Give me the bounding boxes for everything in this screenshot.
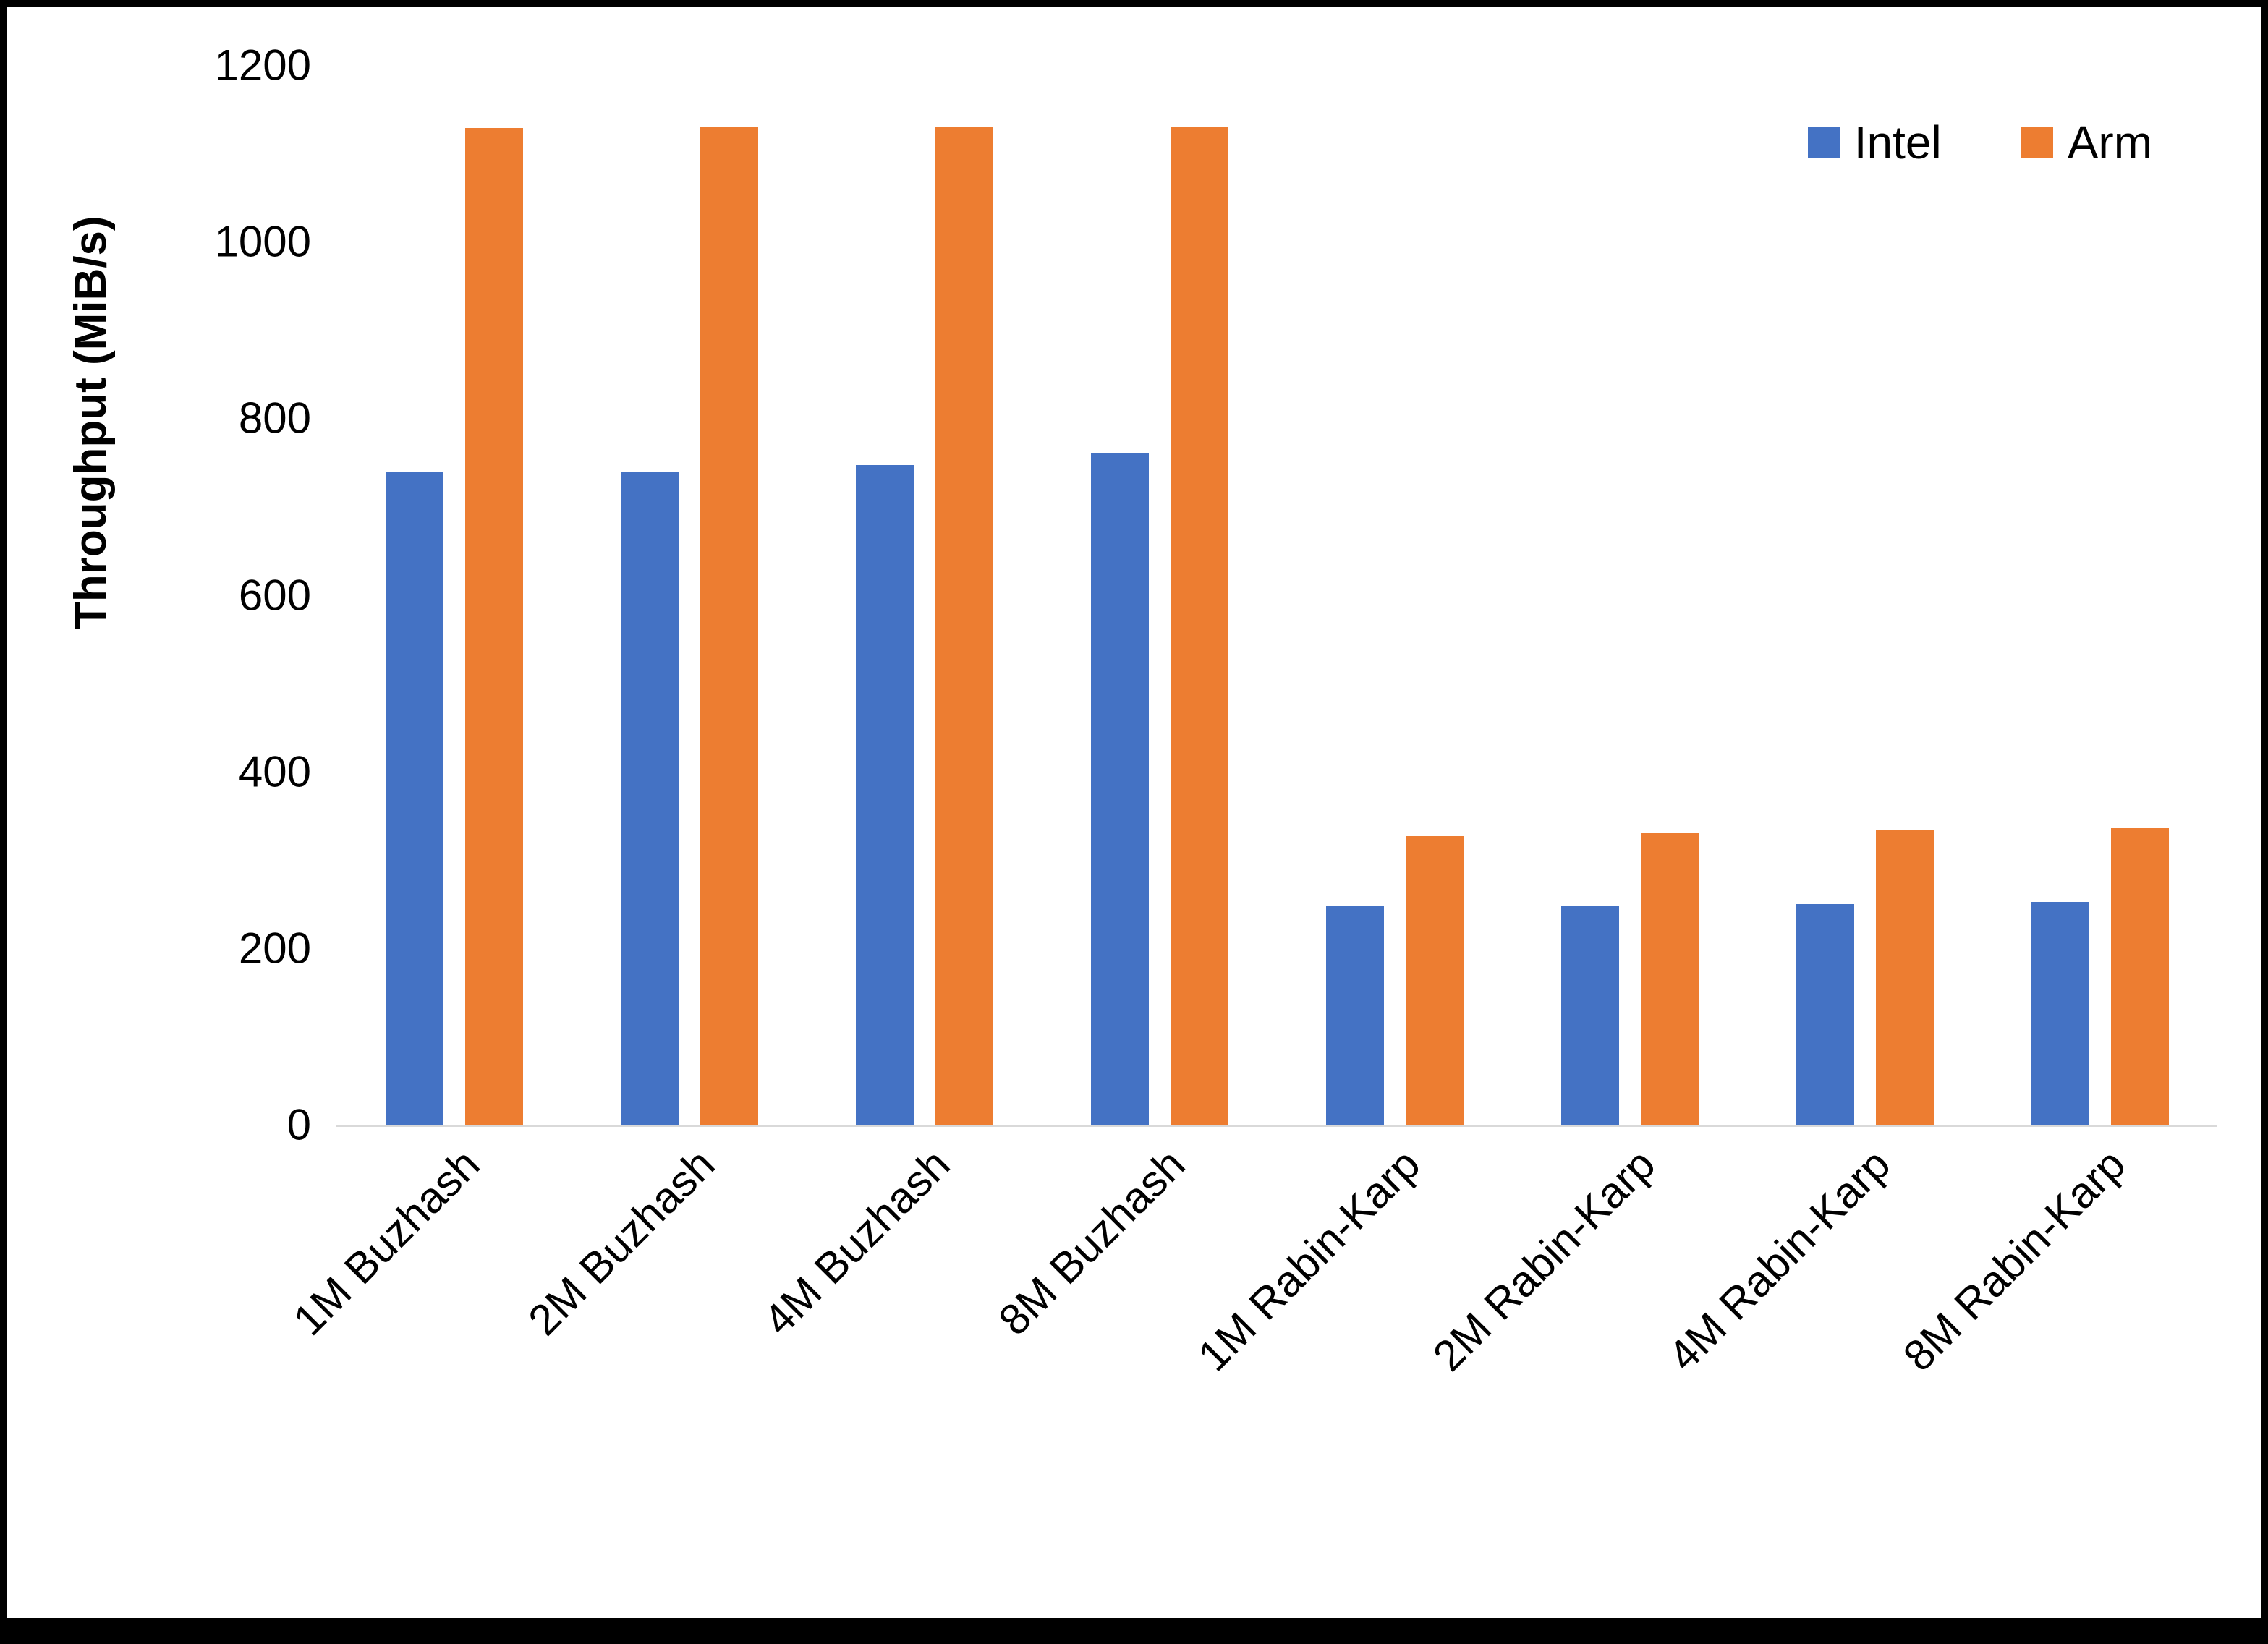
bar-intel [620, 472, 679, 1125]
bar-group [1982, 65, 2217, 1125]
y-tick-label: 400 [238, 747, 311, 796]
bar-arm [464, 127, 523, 1125]
bar-intel [1560, 906, 1619, 1125]
bar-group [1747, 65, 1982, 1125]
y-tick-label: 0 [286, 1100, 311, 1149]
x-tick-label: 4M Rabin-Karp [1658, 1139, 1900, 1381]
bar-group [336, 65, 572, 1125]
legend-swatch-intel [1807, 127, 1840, 158]
bar-arm [1170, 127, 1228, 1125]
x-axis: 1M Buzhash 2M Buzhash 4M Buzhash 8M Buzhash… [284, 1139, 2217, 1588]
bar-arm [1875, 830, 1934, 1125]
y-tick-label: 200 [238, 924, 311, 973]
bar-arm [935, 127, 993, 1125]
bar-intel [855, 465, 914, 1125]
legend: Intel Arm [1807, 116, 2152, 169]
legend-label-arm: Arm [2067, 116, 2152, 169]
bar-arm [700, 127, 758, 1125]
bar-intel [1325, 906, 1384, 1125]
bar-intel [1090, 452, 1149, 1125]
y-tick-label: 1000 [214, 217, 311, 266]
legend-swatch-arm [2021, 127, 2053, 158]
bar-intel [385, 471, 443, 1125]
legend-item-arm: Arm [2021, 116, 2152, 169]
y-tick-label: 800 [238, 393, 311, 443]
y-tick-label: 1200 [214, 41, 311, 90]
x-tick-label: 2M Rabin-Karp [1423, 1139, 1665, 1381]
plot-area [336, 65, 2217, 1127]
x-tick-label: 1M Rabin-Karp [1188, 1139, 1430, 1381]
bar-intel [2031, 902, 2089, 1125]
bar-group [1512, 65, 1747, 1125]
bar-group [807, 65, 1042, 1125]
x-tick-label: 1M Buzhash [284, 1139, 489, 1345]
x-tick-label: 8M Rabin-Karp [1893, 1139, 2135, 1381]
bar-arm [2110, 827, 2169, 1125]
legend-item-intel: Intel [1807, 116, 1942, 169]
legend-label-intel: Intel [1853, 116, 1942, 169]
bar-intel [1796, 903, 1854, 1125]
bar-arm [1405, 835, 1464, 1125]
y-axis: 0 200 400 600 800 1000 1200 [101, 41, 311, 1149]
x-tick-label: 4M Buzhash [754, 1139, 959, 1345]
bar-group [1042, 65, 1277, 1125]
y-tick-label: 600 [238, 571, 311, 619]
bar-group [1277, 65, 1512, 1125]
x-tick-label: 2M Buzhash [519, 1139, 724, 1345]
bar-group [572, 65, 807, 1125]
bar-arm [1640, 833, 1699, 1125]
x-tick-label: 8M Buzhash [989, 1139, 1194, 1345]
